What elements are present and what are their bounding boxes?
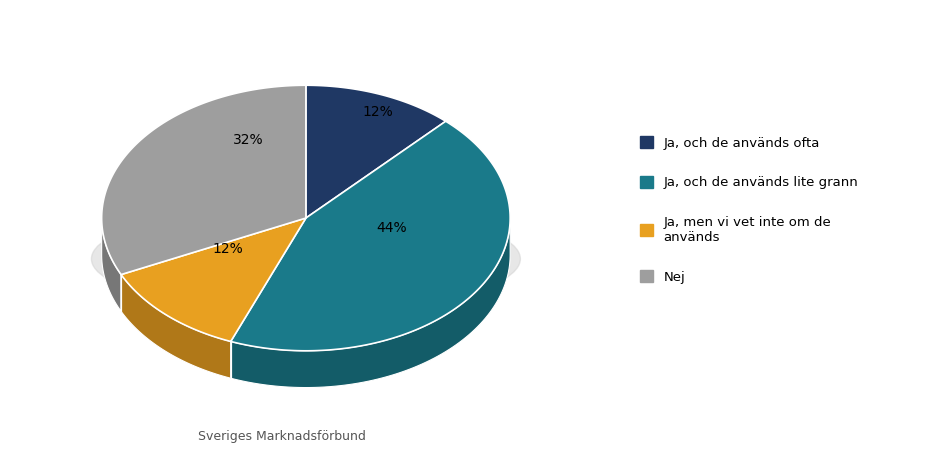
Polygon shape bbox=[230, 219, 510, 387]
Text: 12%: 12% bbox=[213, 241, 243, 256]
Polygon shape bbox=[121, 274, 230, 378]
Text: Sveriges Marknadsförbund: Sveriges Marknadsförbund bbox=[198, 430, 366, 442]
Text: 12%: 12% bbox=[362, 105, 393, 119]
Polygon shape bbox=[102, 85, 306, 274]
Polygon shape bbox=[121, 218, 306, 341]
Text: 32%: 32% bbox=[233, 134, 264, 147]
Polygon shape bbox=[306, 85, 446, 218]
Ellipse shape bbox=[91, 206, 521, 312]
Polygon shape bbox=[102, 218, 121, 311]
Text: 44%: 44% bbox=[376, 221, 407, 235]
Legend: Ja, och de används ofta, Ja, och de används lite grann, Ja, men vi vet inte om d: Ja, och de används ofta, Ja, och de anvä… bbox=[634, 129, 865, 290]
Polygon shape bbox=[230, 121, 510, 351]
